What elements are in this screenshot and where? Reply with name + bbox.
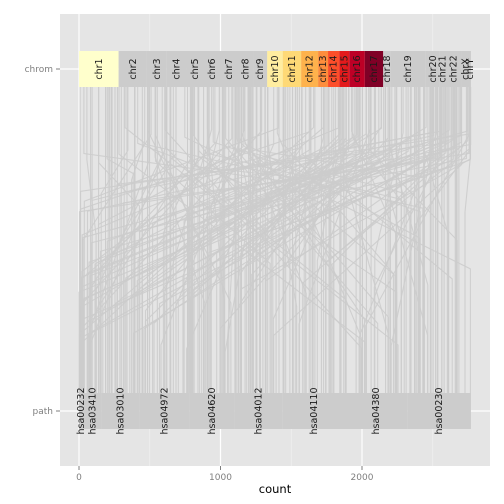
chrom-stratum bbox=[461, 51, 470, 87]
flow-line bbox=[144, 87, 341, 393]
chrom-stratum bbox=[146, 51, 167, 87]
path-stratum bbox=[234, 393, 283, 429]
chrom-stratum bbox=[267, 51, 283, 87]
chrom-stratum bbox=[383, 51, 391, 87]
chrom-stratum bbox=[318, 51, 329, 87]
chrom-stratum bbox=[186, 51, 204, 87]
chrom-stratum bbox=[282, 51, 302, 87]
chrom-stratum-label: chr12 bbox=[305, 55, 316, 82]
axes: chrom path 0 1000 2000 bbox=[25, 65, 374, 483]
x-axis-title: count bbox=[259, 482, 292, 496]
flow-line bbox=[312, 87, 325, 393]
chrom-stratum bbox=[203, 51, 221, 87]
chrom-stratum-label: chr8 bbox=[240, 58, 251, 79]
chrom-stratum-label: chr1 bbox=[94, 58, 105, 79]
flow-line bbox=[330, 87, 455, 393]
chrom-stratum-label: chr4 bbox=[172, 58, 183, 79]
flow-line bbox=[106, 87, 340, 393]
chrom-stratum-label: chr16 bbox=[352, 55, 363, 82]
flow-line bbox=[464, 87, 471, 393]
path-stratum-label: hsa04380 bbox=[371, 387, 382, 434]
x-tick-label: 1000 bbox=[209, 473, 232, 483]
flow-line bbox=[250, 87, 376, 393]
chrom-stratum bbox=[339, 51, 350, 87]
chrom-stratum bbox=[390, 51, 426, 87]
flow-line bbox=[83, 87, 442, 393]
chrom-stratum bbox=[349, 51, 365, 87]
flow-line bbox=[86, 87, 97, 393]
path-stratum-label: hsa00230 bbox=[434, 387, 445, 434]
chrom-stratum bbox=[220, 51, 238, 87]
flow-line bbox=[94, 87, 329, 393]
path-stratum bbox=[101, 393, 140, 429]
path-stratum-label: hsa04012 bbox=[254, 387, 265, 434]
chrom-stratum-label: chrY bbox=[465, 58, 476, 79]
chrom-stratum-label: chr21 bbox=[438, 55, 449, 82]
path-stratum-label: hsa04972 bbox=[160, 387, 171, 434]
flow-line bbox=[273, 87, 463, 393]
path-stratum bbox=[189, 393, 235, 429]
chrom-stratum bbox=[166, 51, 187, 87]
chrom-stratum bbox=[328, 51, 340, 87]
y-tick-label: path bbox=[33, 407, 53, 417]
chrom-stratum bbox=[301, 51, 319, 87]
flow-line bbox=[137, 87, 358, 393]
chrom-stratum-label: chr2 bbox=[128, 58, 139, 79]
chrom-stratum-label: chr17 bbox=[369, 55, 380, 82]
strata: chr1 chr2 chr3 chr4 chr5 chr6 chr7 chr8 chr9 chr1… bbox=[76, 51, 476, 435]
flow-line bbox=[358, 87, 438, 393]
flow-line bbox=[124, 87, 399, 393]
path-stratum-label: hsa04110 bbox=[309, 387, 320, 434]
chrom-stratum bbox=[445, 51, 462, 87]
chrom-stratum-label: chr13 bbox=[318, 55, 329, 82]
chrom-stratum-label: chrX bbox=[460, 58, 471, 80]
chrom-stratum bbox=[364, 51, 384, 87]
flow-line bbox=[226, 87, 241, 393]
path-stratum bbox=[83, 393, 102, 429]
path-stratum bbox=[79, 393, 84, 429]
flow-line bbox=[158, 87, 446, 393]
flows bbox=[78, 87, 472, 393]
flow-line bbox=[390, 87, 433, 393]
chrom-stratum bbox=[469, 51, 471, 87]
flow-line bbox=[137, 87, 257, 393]
chrom-stratum-label: chr7 bbox=[224, 58, 235, 79]
chrom-stratum-label: chr9 bbox=[255, 58, 266, 79]
flow-line bbox=[154, 87, 206, 393]
path-stratum-label: hsa00232 bbox=[76, 387, 87, 434]
chrom-stratum-label: chr19 bbox=[403, 55, 414, 82]
flow-line bbox=[106, 87, 134, 393]
chrom-stratum bbox=[237, 51, 254, 87]
chrom-stratum-label: chr22 bbox=[448, 55, 459, 82]
path-stratum-label: hsa03410 bbox=[87, 387, 98, 434]
flow-line bbox=[232, 87, 405, 393]
chrom-stratum-label: chr5 bbox=[190, 58, 201, 79]
chrom-stratum bbox=[79, 51, 119, 87]
flow-line bbox=[125, 87, 371, 393]
chrom-stratum-label: chr14 bbox=[329, 55, 340, 82]
chrom-stratum-label: chr18 bbox=[382, 55, 393, 82]
path-stratum-label: hsa04620 bbox=[207, 387, 218, 434]
path-stratum bbox=[345, 393, 408, 429]
flow-line bbox=[262, 87, 303, 393]
chrom-stratum-label: chr20 bbox=[428, 55, 439, 82]
path-stratum bbox=[139, 393, 190, 429]
chrom-stratum-label: chr10 bbox=[270, 55, 281, 82]
chrom-stratum-label: chr15 bbox=[339, 55, 350, 82]
path-stratum bbox=[407, 393, 471, 429]
chrom-stratum bbox=[425, 51, 440, 87]
x-tick-label: 0 bbox=[76, 473, 82, 483]
chrom-stratum bbox=[253, 51, 268, 87]
x-tick-label: 2000 bbox=[351, 473, 374, 483]
y-tick-label: chrom bbox=[25, 65, 53, 75]
chrom-stratum-label: chr11 bbox=[287, 55, 298, 82]
flow-line bbox=[246, 87, 453, 393]
path-stratum-label: hsa03010 bbox=[116, 387, 127, 434]
chrom-stratum-label: chr6 bbox=[207, 58, 218, 79]
path-stratum bbox=[282, 393, 346, 429]
chrom-stratum bbox=[118, 51, 147, 87]
chrom-stratum-label: chr3 bbox=[152, 58, 163, 79]
chrom-stratum bbox=[439, 51, 446, 87]
